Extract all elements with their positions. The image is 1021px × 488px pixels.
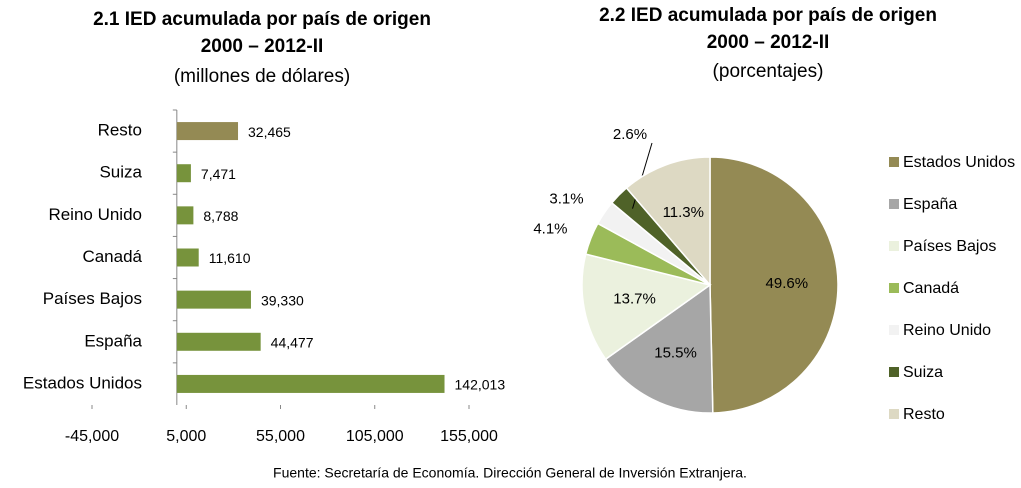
legend-label: Canadá [903,280,959,297]
value-label: 4.1% [533,221,567,238]
legend-label: España [903,196,957,213]
bar [176,248,199,267]
x-tick-label: 5,000 [166,428,206,445]
y-tick-label: Suiza [99,163,142,182]
pie-slice [625,156,711,288]
value-label: 142,013 [455,377,506,393]
value-label: 39,330 [261,292,304,308]
legend-swatch [889,157,899,167]
legend-swatch [889,241,899,251]
chart-title: 2.2 IED acumulada por país de origen [599,5,937,26]
x-tick-label: 105,000 [346,428,404,445]
bar [176,206,194,225]
legend-label: Países Bajos [903,238,996,255]
value-label: 2.6% [613,126,647,143]
legend-swatch [889,325,899,335]
value-label: 8,788 [203,208,238,224]
chart-subtitle: (porcentajes) [713,61,824,82]
bar [176,122,239,141]
y-tick-label: Estados Unidos [23,373,142,392]
bar [176,332,261,351]
source-note: Fuente: Secretaría de Economía. Direcció… [273,465,747,481]
value-label: 49.6% [766,275,809,292]
x-tick-label: 55,000 [256,428,305,445]
bar [176,290,251,309]
pie-slice [581,253,712,361]
x-tick-label: -45,000 [65,428,119,445]
pie-slice [709,156,839,414]
legend-label: Suiza [903,364,943,381]
value-label: 13.7% [613,290,656,307]
x-tick-label: 155,000 [440,428,498,445]
chart-period: 2000 – 2012-II [201,36,324,57]
value-label: 44,477 [271,334,314,350]
value-label: 11,610 [209,250,251,266]
value-label: 32,465 [248,124,291,140]
legend-swatch [889,409,899,419]
y-tick-label: España [84,331,142,350]
legend-swatch [889,367,899,377]
y-tick-label: Canadá [82,247,142,266]
value-label: 3.1% [549,190,583,207]
y-tick-label: Países Bajos [43,289,142,308]
value-label: 7,471 [201,166,236,182]
legend-label: Estados Unidos [903,154,1015,171]
value-label: 11.3% [663,204,704,221]
legend-swatch [889,199,899,209]
value-label: 15.5% [654,345,697,362]
legend-label: Reino Unido [903,322,991,339]
chart-subtitle: (millones de dólares) [174,66,350,87]
y-tick-label: Reino Unido [48,205,142,224]
chart-period: 2000 – 2012-II [707,32,830,53]
chart-title: 2.1 IED acumulada por país de origen [93,9,431,30]
bar [176,374,445,393]
y-tick-label: Resto [98,121,142,140]
pie-slice [604,283,714,414]
bar [176,164,191,183]
legend-swatch [889,283,899,293]
legend-label: Resto [903,406,945,423]
